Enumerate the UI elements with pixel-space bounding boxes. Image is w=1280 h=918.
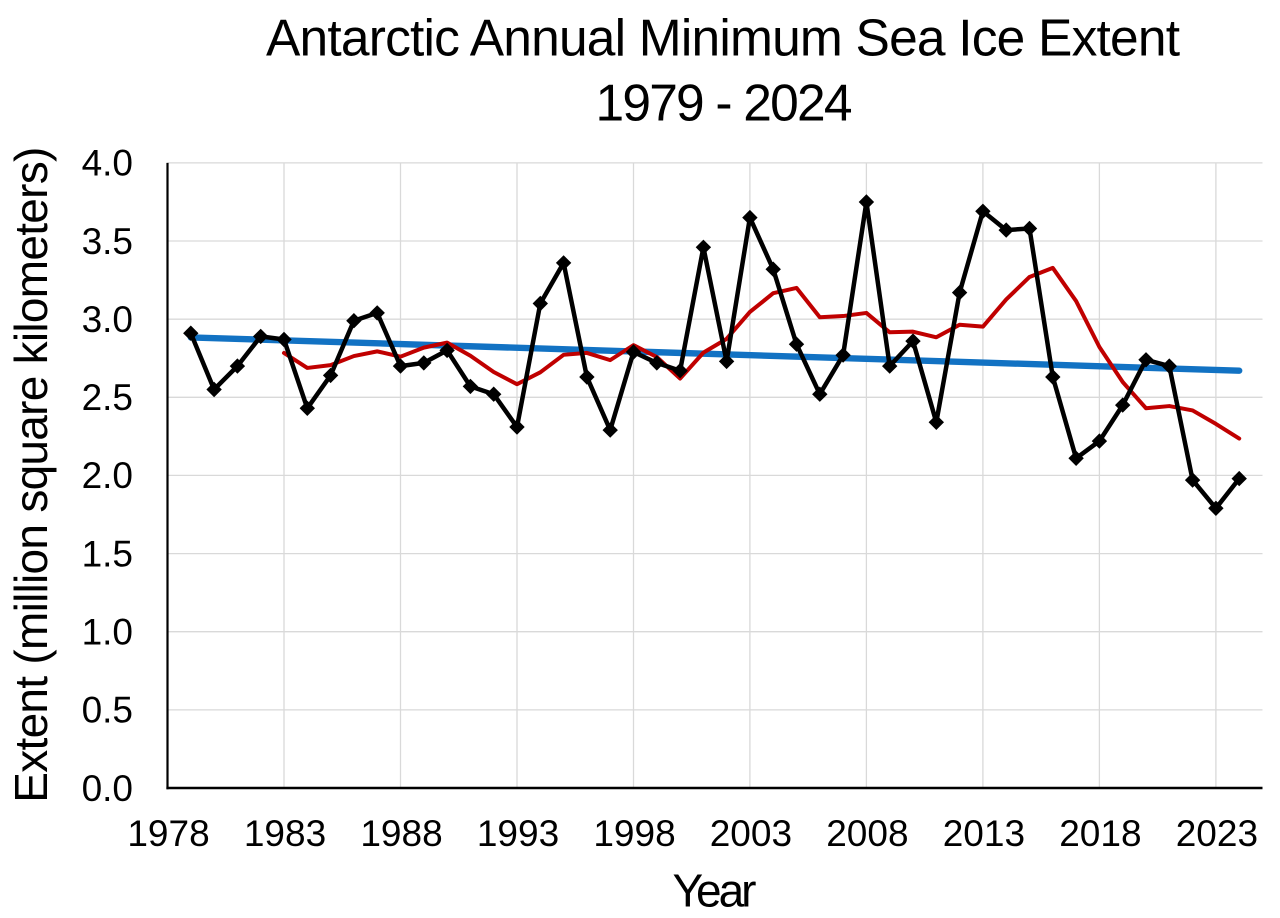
svg-text:2018: 2018	[1059, 813, 1141, 854]
svg-text:1979 - 2024: 1979 - 2024	[596, 74, 853, 132]
svg-text:1983: 1983	[244, 813, 326, 854]
svg-text:2023: 2023	[1176, 813, 1258, 854]
svg-text:Antarctic Annual Minimum Sea I: Antarctic Annual Minimum Sea Ice Extent	[266, 9, 1180, 67]
svg-text:2003: 2003	[710, 813, 792, 854]
svg-text:3.5: 3.5	[82, 221, 133, 262]
svg-text:4.0: 4.0	[82, 143, 133, 184]
svg-text:2.5: 2.5	[82, 377, 133, 418]
svg-text:1998: 1998	[593, 813, 675, 854]
svg-text:0.0: 0.0	[82, 768, 133, 809]
svg-text:1988: 1988	[360, 813, 442, 854]
svg-text:1.5: 1.5	[82, 533, 133, 574]
svg-text:2.0: 2.0	[82, 455, 133, 496]
svg-text:1993: 1993	[477, 813, 559, 854]
svg-text:1.0: 1.0	[82, 612, 133, 653]
svg-text:2013: 2013	[943, 813, 1025, 854]
svg-text:2008: 2008	[826, 813, 908, 854]
svg-text:Year: Year	[673, 865, 757, 917]
svg-text:1978: 1978	[127, 813, 209, 854]
svg-text:3.0: 3.0	[82, 299, 133, 340]
svg-text:Extent (million square kilomet: Extent (million square kilometers)	[5, 147, 57, 803]
svg-text:0.5: 0.5	[82, 690, 133, 731]
